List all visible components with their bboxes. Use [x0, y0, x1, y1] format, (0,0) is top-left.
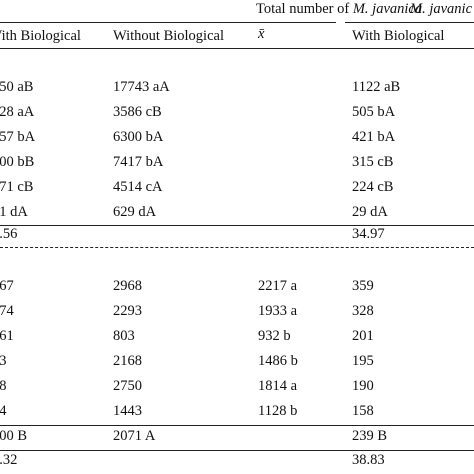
mean-value: 2071 A	[113, 428, 156, 444]
header-bottom-rule	[0, 48, 474, 49]
table-cell: 3586 cB	[113, 104, 162, 120]
table-cell: 574	[0, 303, 14, 319]
table-cell: 1443	[113, 403, 142, 419]
table-cell: 1486 b	[258, 353, 298, 369]
table-cell: 315 cB	[352, 154, 394, 170]
header-rule-left	[0, 22, 336, 23]
table-cell: 629 dA	[113, 204, 157, 220]
table-cell: 2750	[113, 378, 142, 394]
table-cell: 800 bB	[0, 154, 35, 170]
table-cell: 201	[352, 328, 374, 344]
cv-value: 3.56	[0, 226, 18, 242]
mean-value: 100 B	[0, 428, 28, 444]
table-cell: 14	[0, 403, 7, 419]
col-header-with-biological-2: With Biological	[352, 28, 445, 44]
cv-value: 6.32	[0, 452, 18, 468]
table-cell: 932 b	[258, 328, 291, 344]
table-cell: 1122 aB	[352, 79, 401, 95]
cv-value: 38.83	[352, 452, 385, 468]
table-cell: 78	[0, 378, 7, 394]
table-cell: 028 aA	[0, 104, 35, 120]
header-group-second: M. javanic	[410, 1, 472, 18]
table-cell: 1128 b	[258, 403, 298, 419]
section2-cv-rule	[0, 450, 474, 451]
section2-mean-rule	[0, 425, 474, 426]
table-cell: 359	[352, 278, 374, 294]
table-cell: 2168	[113, 353, 142, 369]
table-cell: 650 aB	[0, 79, 34, 95]
table-cell: 29 dA	[352, 204, 388, 220]
header-group-total-prefix: Total number of	[256, 1, 353, 17]
table-cell: 4514 cA	[113, 179, 163, 195]
table-cell: 7417 bA	[113, 154, 164, 170]
table-cell: 803	[113, 328, 135, 344]
section1-cv-rule	[0, 225, 474, 226]
table-cell: 2217 a	[258, 278, 298, 294]
table-cell: 421 bA	[352, 129, 396, 145]
col-header-mean: x̄	[258, 26, 265, 42]
table-cell: 6300 bA	[113, 129, 164, 145]
section-divider-dashed	[0, 247, 474, 248]
table-cell: 857 bA	[0, 129, 36, 145]
table-cell: 061	[0, 328, 14, 344]
header-species-name-2: M. javanic	[410, 1, 473, 17]
table-cell: 1933 a	[258, 303, 298, 319]
table-cell: 505 bA	[352, 104, 396, 120]
table-cell: 2293	[113, 303, 142, 319]
col-header-with-biological: Vith Biological	[0, 28, 81, 44]
table-cell: 1814 a	[258, 378, 298, 394]
col-header-without-biological: Without Biological	[113, 28, 224, 44]
table-cell: 71 dA	[0, 204, 28, 220]
header-rule-right	[345, 22, 474, 23]
table-cell: 2968	[113, 278, 142, 294]
table-cell: 158	[352, 403, 374, 419]
table-cell: 271 cB	[0, 179, 34, 195]
header-group-total: Total number of M. javanica	[256, 1, 422, 18]
mean-value: 239 B	[352, 428, 388, 444]
cv-value: 34.97	[352, 226, 385, 242]
table-cell: 467	[0, 278, 14, 294]
table-cell: 328	[352, 303, 374, 319]
table-cell: 03	[0, 353, 7, 369]
table-cell: 190	[352, 378, 374, 394]
header-species-name: M. javanica	[352, 1, 423, 17]
table-cell: 17743 aA	[113, 79, 170, 95]
table-cell: 224 cB	[352, 179, 394, 195]
table-cell: 195	[352, 353, 374, 369]
